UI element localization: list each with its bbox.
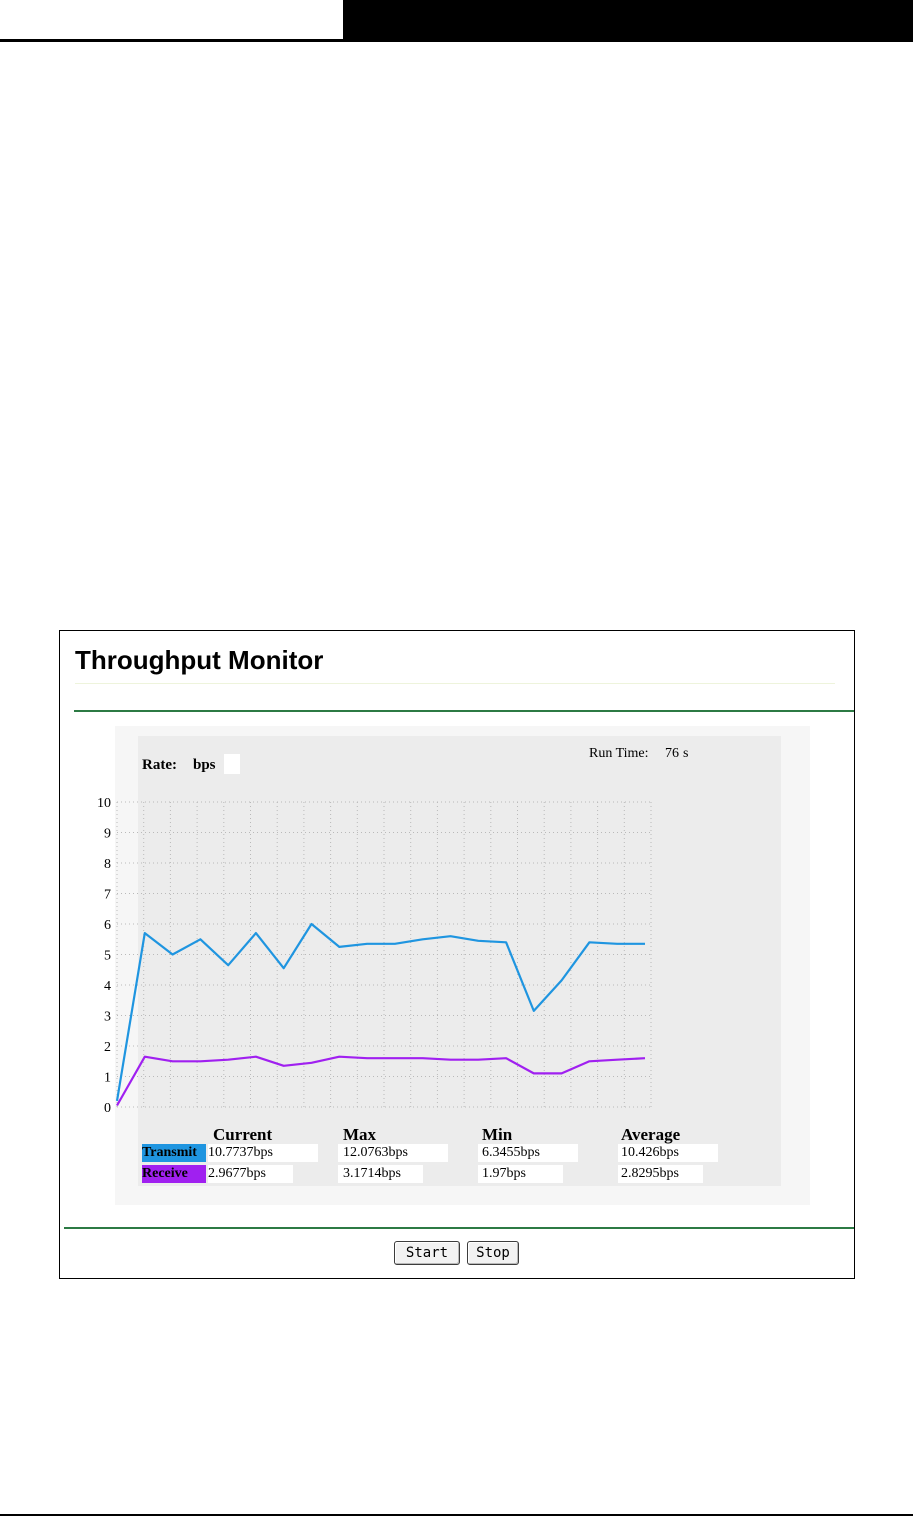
value-box — [208, 1165, 293, 1183]
series-transmit-line — [115, 922, 645, 1102]
chart-area: Rate: bps Run Time: 76 s 0 1 2 3 4 5 6 7 8 9 10 Cu… — [97, 736, 781, 1186]
y-tick-label: 7 — [104, 888, 111, 903]
footer-rule — [0, 1514, 913, 1516]
start-button[interactable]: Start — [394, 1241, 460, 1265]
transmit-min: 6.3455bps — [482, 1145, 540, 1160]
value-box — [618, 1144, 718, 1162]
monitor-area: Rate: bps Run Time: 76 s 0 1 2 3 4 5 6 7 8 9 10 Cu… — [97, 726, 810, 1205]
rate-label: Rate: — [142, 757, 177, 773]
header-bar — [343, 0, 913, 42]
value-box — [338, 1144, 448, 1162]
value-box — [208, 1144, 318, 1162]
stats-header-current: Current — [213, 1125, 273, 1144]
y-tick-label: 5 — [104, 949, 111, 964]
legend-receive-label: Receive — [142, 1166, 188, 1181]
stop-button[interactable]: Stop — [467, 1241, 519, 1265]
runtime-value: 76 — [665, 746, 679, 761]
throughput-monitor-panel: Throughput Monitor Rate: bps Run Time: 7… — [59, 630, 855, 1279]
rate-unit: bps — [193, 757, 216, 773]
chart-series — [115, 922, 646, 1107]
receive-min: 1.97bps — [482, 1166, 526, 1181]
chart-grid — [116, 801, 652, 1108]
y-tick-label: 6 — [104, 918, 111, 933]
series-receive-line — [116, 1055, 646, 1107]
runtime-unit: s — [683, 746, 689, 761]
y-tick-label: 2 — [104, 1040, 111, 1055]
legend-transmit-label: Transmit — [142, 1145, 197, 1160]
page-title: Throughput Monitor — [75, 645, 324, 675]
y-tick-label: 10 — [97, 796, 111, 811]
stats-header-max: Max — [343, 1125, 377, 1144]
value-box — [478, 1165, 563, 1183]
value-box — [618, 1165, 703, 1183]
receive-max: 3.1714bps — [343, 1166, 401, 1181]
runtime-label: Run Time: — [589, 746, 649, 761]
legend-transmit: Transmit — [142, 1144, 206, 1162]
title-underline — [75, 683, 835, 684]
rate-unit-box — [224, 754, 240, 774]
separator-top — [74, 710, 854, 712]
throughput-chart: 0 1 2 3 4 5 6 7 8 9 10 — [97, 796, 652, 1116]
header-rule — [0, 39, 343, 42]
legend-receive: Receive — [142, 1165, 206, 1183]
receive-average: 2.8295bps — [621, 1166, 679, 1181]
stats-header-min: Min — [482, 1125, 513, 1144]
value-box — [478, 1144, 578, 1162]
receive-current: 2.9677bps — [208, 1166, 266, 1181]
y-tick-label: 4 — [104, 979, 111, 994]
transmit-average: 10.426bps — [621, 1145, 679, 1160]
transmit-max: 12.0763bps — [343, 1145, 408, 1160]
value-box — [338, 1165, 423, 1183]
separator-bottom — [64, 1227, 854, 1229]
y-tick-label: 8 — [104, 857, 111, 872]
y-axis-ticks: 0 1 2 3 4 5 6 7 8 9 10 — [97, 796, 111, 1116]
stats-header-average: Average — [621, 1125, 681, 1144]
y-tick-label: 3 — [104, 1010, 111, 1025]
y-tick-label: 0 — [104, 1101, 111, 1116]
transmit-current: 10.7737bps — [208, 1145, 273, 1160]
y-tick-label: 9 — [104, 827, 111, 842]
y-tick-label: 1 — [104, 1071, 111, 1086]
